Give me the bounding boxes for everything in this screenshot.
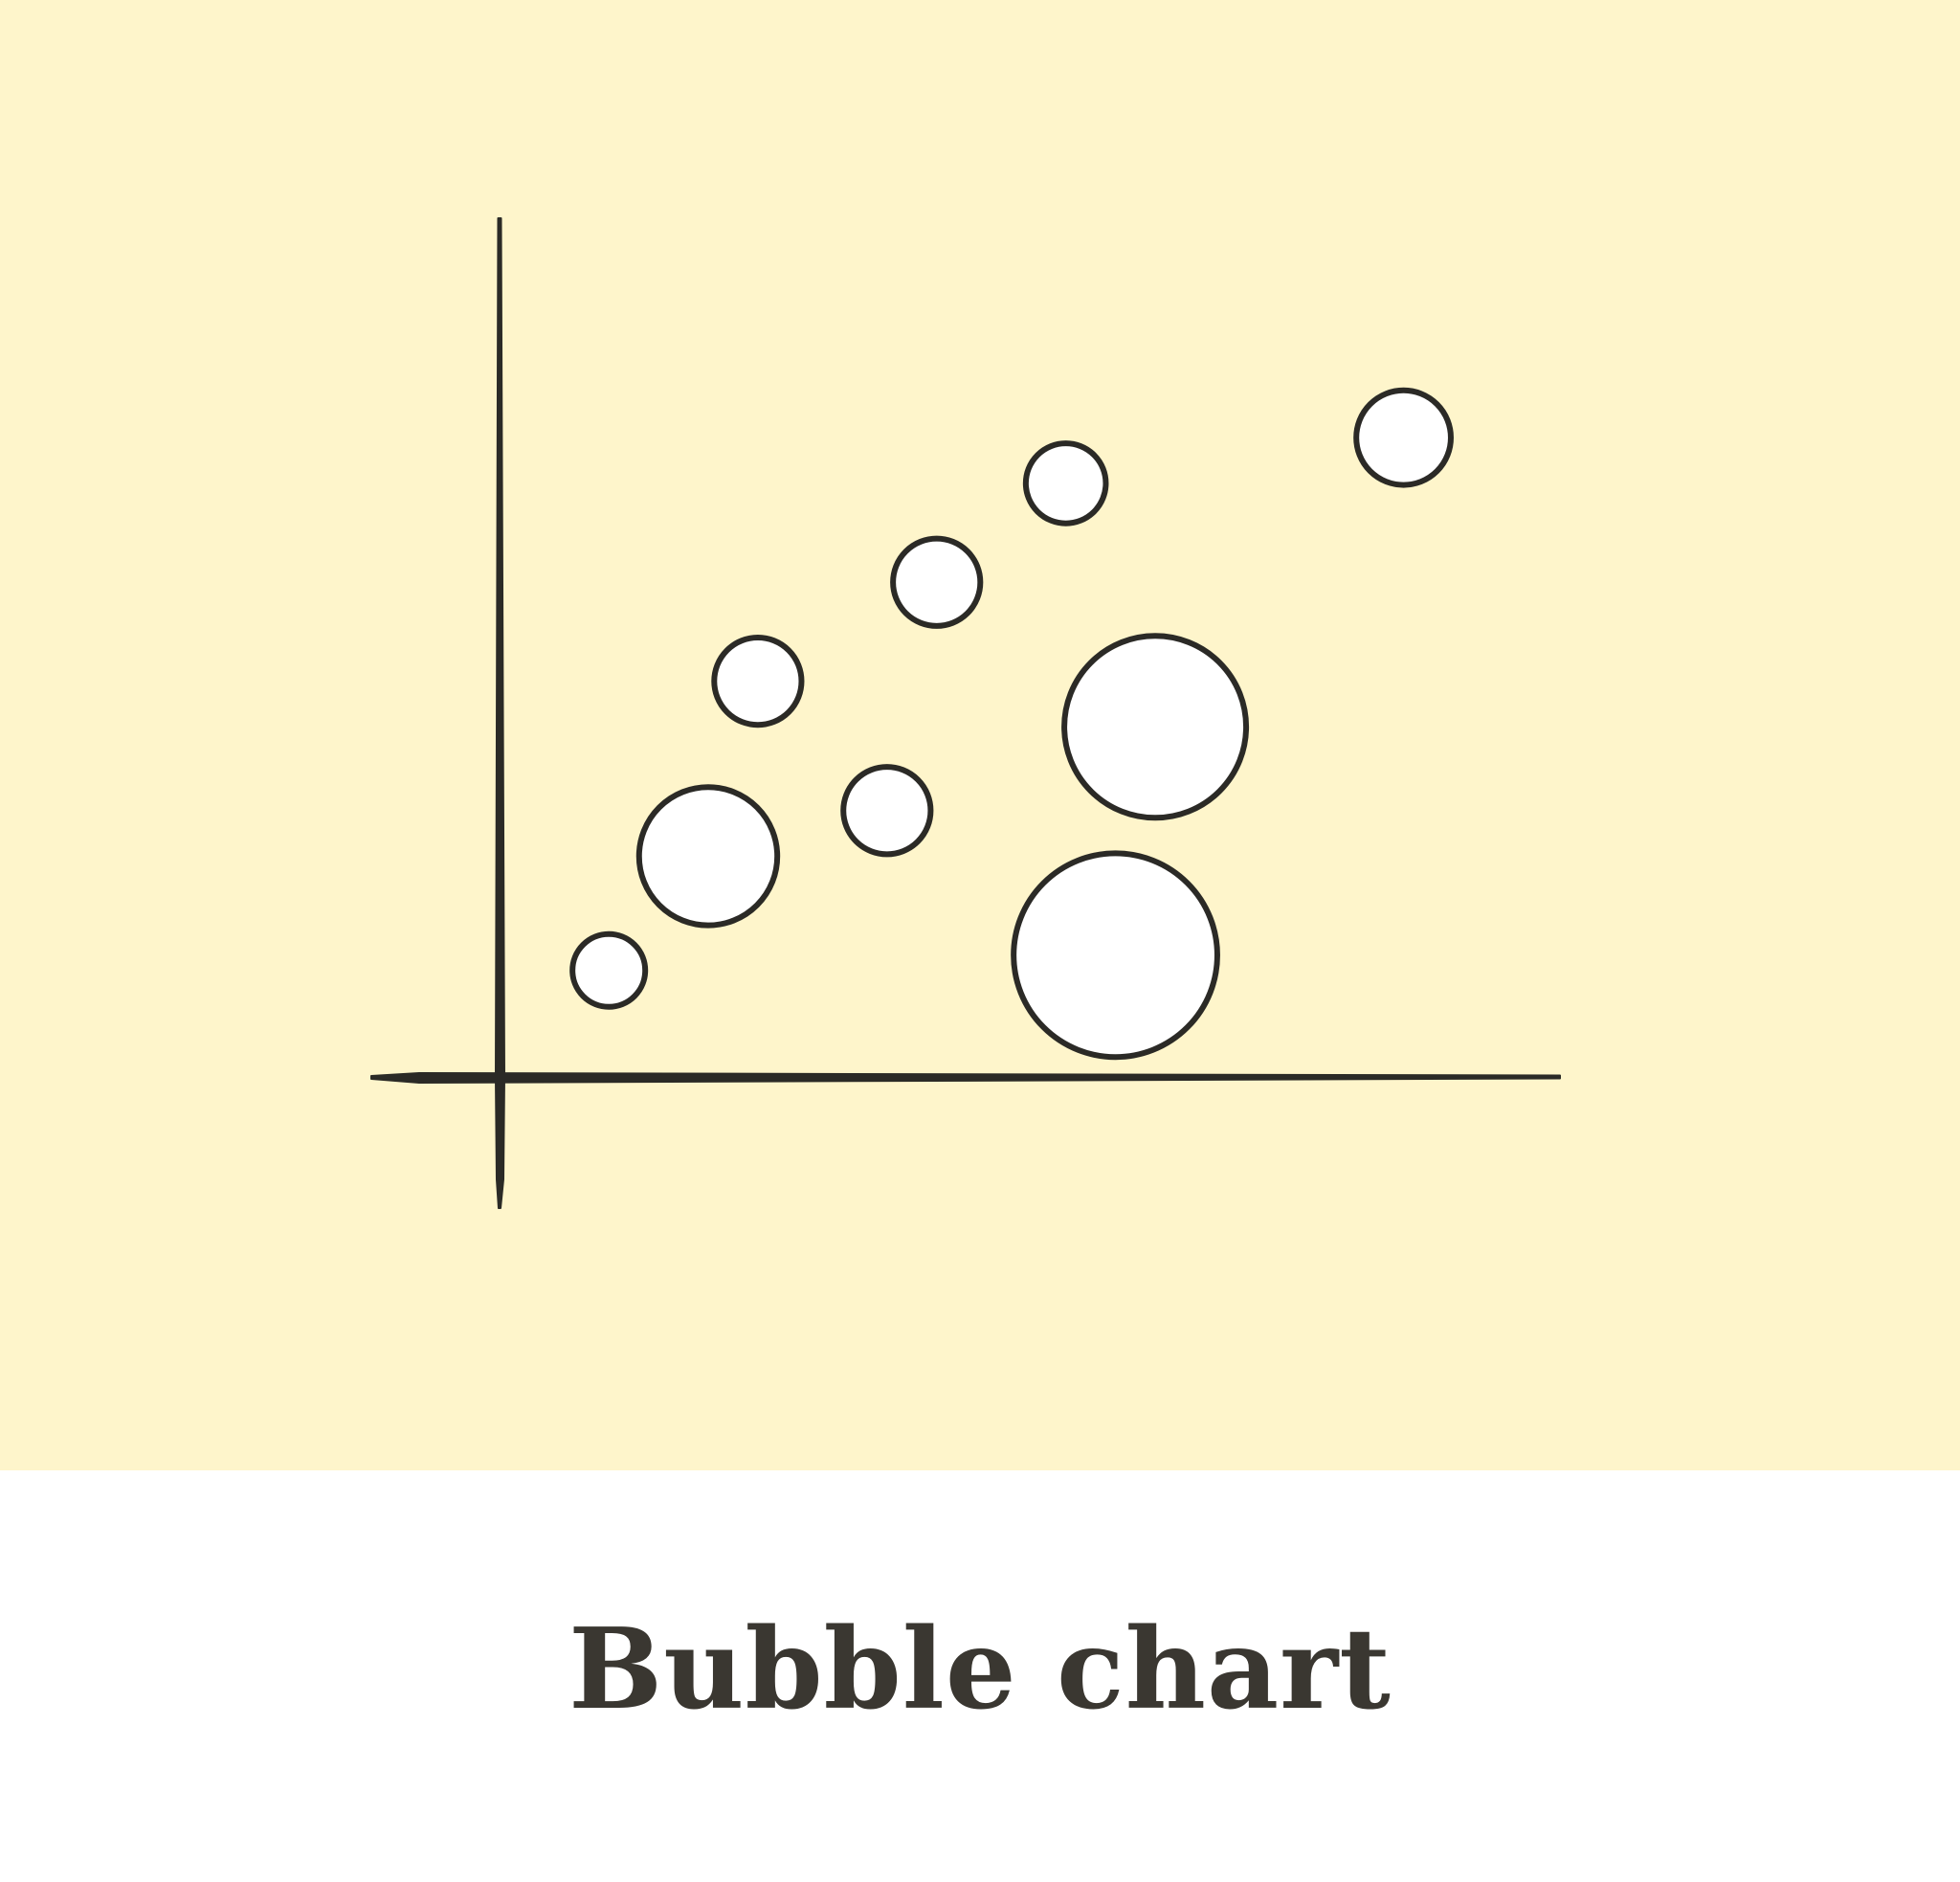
chart-caption: Bubble chart [568, 1604, 1392, 1735]
chart-panel [0, 0, 1960, 1470]
bubble-point-5 [890, 535, 984, 629]
bubble-point-2 [635, 784, 781, 929]
bubble-point-1 [569, 930, 649, 1010]
x-axis-line [370, 1072, 1561, 1084]
bubbles [569, 387, 1454, 1061]
bubble-point-9 [1353, 387, 1454, 488]
bubble-point-3 [711, 635, 805, 728]
bubble-chart [370, 217, 1561, 1209]
y-axis-line [495, 217, 505, 1209]
bubble-point-4 [840, 764, 934, 858]
caption-area: Bubble chart [0, 1470, 1960, 1882]
bubble-point-7 [1011, 850, 1220, 1061]
bubble-point-8 [1061, 633, 1250, 821]
axes [370, 217, 1561, 1209]
bubble-point-6 [1022, 440, 1109, 527]
